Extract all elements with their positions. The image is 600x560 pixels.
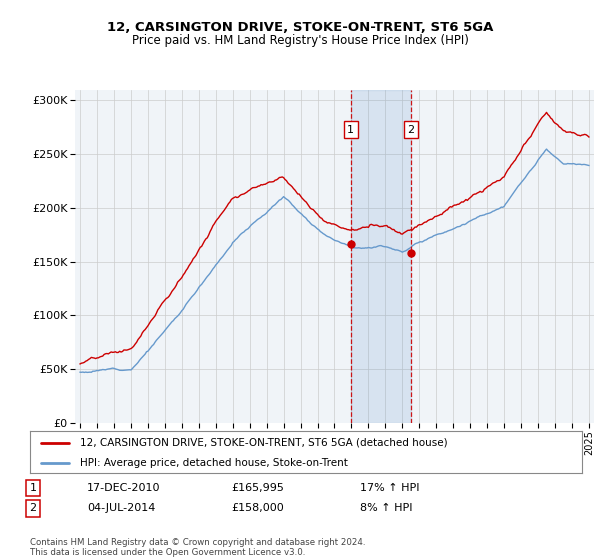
Text: 12, CARSINGTON DRIVE, STOKE-ON-TRENT, ST6 5GA: 12, CARSINGTON DRIVE, STOKE-ON-TRENT, ST…	[107, 21, 493, 34]
Text: 17-DEC-2010: 17-DEC-2010	[87, 483, 161, 493]
Text: 2: 2	[407, 124, 415, 134]
Text: £158,000: £158,000	[231, 503, 284, 514]
Text: 17% ↑ HPI: 17% ↑ HPI	[360, 483, 419, 493]
Text: 12, CARSINGTON DRIVE, STOKE-ON-TRENT, ST6 5GA (detached house): 12, CARSINGTON DRIVE, STOKE-ON-TRENT, ST…	[80, 438, 448, 448]
Text: Price paid vs. HM Land Registry's House Price Index (HPI): Price paid vs. HM Land Registry's House …	[131, 34, 469, 46]
Bar	[351, 90, 411, 423]
Text: Contains HM Land Registry data © Crown copyright and database right 2024.
This d: Contains HM Land Registry data © Crown c…	[30, 538, 365, 557]
Text: HPI: Average price, detached house, Stoke-on-Trent: HPI: Average price, detached house, Stok…	[80, 458, 347, 468]
Text: 1: 1	[347, 124, 354, 134]
Text: 04-JUL-2014: 04-JUL-2014	[87, 503, 155, 514]
Text: 1: 1	[29, 483, 37, 493]
Text: 2: 2	[29, 503, 37, 514]
Text: £165,995: £165,995	[231, 483, 284, 493]
Text: 8% ↑ HPI: 8% ↑ HPI	[360, 503, 413, 514]
